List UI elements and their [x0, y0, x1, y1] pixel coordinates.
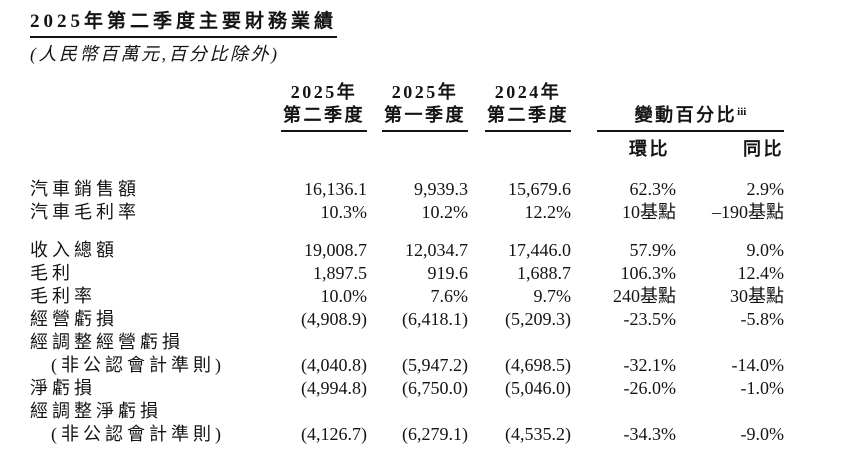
header-year: 2024年: [494, 82, 562, 102]
row-sublabel: (非公認會計準則): [51, 355, 225, 375]
cell-yoy: -9.0%: [740, 424, 785, 444]
row-label: 毛利率: [30, 286, 96, 306]
table-header-row: 2025年 第二季度 2025年 第一季度 2024年 第二季度: [30, 81, 842, 132]
table-row: 收入總額 19,008.7 12,034.7 17,446.0 57.9% 9.…: [30, 239, 842, 262]
cell-2025-q2: 10.0%: [320, 286, 368, 306]
report-content: 2025年第二季度主要財務業績 (人民幣百萬元,百分比除外) 2025年 第二季…: [30, 10, 842, 446]
table-row: 毛利 1,897.5 919.6 1,688.7 106.3% 12.4%: [30, 262, 842, 285]
cell-qoq: 57.9%: [629, 240, 677, 260]
cell-2025-q2: 19,008.7: [304, 240, 367, 260]
row-label: 汽車銷售額: [30, 179, 140, 199]
cell-qoq: 240基點: [613, 286, 676, 306]
cell-qoq: -34.3%: [623, 424, 677, 444]
cell-qoq: -23.5%: [623, 309, 677, 329]
cell-2024-q2: (5,209.3): [505, 309, 571, 329]
row-label: 淨虧損: [30, 378, 96, 398]
cell-qoq: -26.0%: [623, 378, 677, 398]
cell-2024-q2: 9.7%: [533, 286, 572, 306]
cell-yoy: 12.4%: [737, 263, 785, 283]
row-label: 經調整淨虧損: [30, 401, 162, 421]
table-row: (非公認會計準則) (4,126.7) (6,279.1) (4,535.2) …: [30, 423, 842, 446]
cell-qoq: 10基點: [622, 202, 676, 222]
cell-2025-q2: (4,994.8): [301, 378, 367, 398]
cell-2025-q1: (6,279.1): [402, 424, 468, 444]
cell-2025-q1: 7.6%: [430, 286, 469, 306]
row-spacer: [30, 224, 842, 239]
table-row-label-line: 經調整經營虧損: [30, 331, 842, 354]
cell-2025-q1: 10.2%: [421, 202, 469, 222]
subheader-yoy: 同比: [743, 139, 784, 159]
col-header-block: 2025年 第二季度: [281, 81, 367, 132]
cell-2025-q2: 10.3%: [320, 202, 368, 222]
header-quarter: 第二季度: [283, 105, 365, 125]
cell-2025-q1: 9,939.3: [414, 179, 468, 199]
cell-qoq: 106.3%: [620, 263, 677, 283]
cell-2025-q1: 12,034.7: [405, 240, 468, 260]
cell-yoy: –190基點: [712, 202, 784, 222]
header-quarter: 第二季度: [487, 105, 569, 125]
cell-2025-q2: (4,908.9): [301, 309, 367, 329]
subheader-qoq: 環比: [629, 139, 670, 159]
cell-2025-q2: 1,897.5: [313, 263, 367, 283]
cell-2024-q2: 17,446.0: [508, 240, 571, 260]
cell-yoy: 9.0%: [746, 240, 785, 260]
cell-2025-q2: (4,040.8): [301, 355, 367, 375]
cell-2024-q2: 1,688.7: [517, 263, 571, 283]
row-label: 汽車毛利率: [30, 202, 140, 222]
col-header-2025-q1: 2025年 第一季度: [367, 81, 468, 132]
table-body: 汽車銷售額 16,136.1 9,939.3 15,679.6 62.3% 2.…: [30, 178, 842, 446]
cell-2025-q1: (6,418.1): [402, 309, 468, 329]
cell-2025-q1: 919.6: [427, 263, 469, 283]
change-pct-block: 變動百分比iii: [597, 104, 784, 132]
page-subtitle: (人民幣百萬元,百分比除外): [30, 44, 280, 64]
page-title-text: 2025年第二季度主要財務業績: [30, 10, 338, 38]
cell-2024-q2: 12.2%: [524, 202, 572, 222]
col-header-change-pct: 變動百分比iii: [571, 104, 784, 132]
table-row-label-line: 經調整淨虧損: [30, 400, 842, 423]
cell-yoy: 2.9%: [746, 179, 785, 199]
col-header-block: 2025年 第一季度: [382, 81, 468, 132]
cell-qoq: 62.3%: [629, 179, 677, 199]
header-quarter: 第一季度: [384, 105, 466, 125]
header-year: 2025年: [290, 82, 358, 102]
table-subheader-row: 環比 同比: [30, 138, 842, 161]
table-row: 淨虧損 (4,994.8) (6,750.0) (5,046.0) -26.0%…: [30, 377, 842, 400]
row-label: 經調整經營虧損: [30, 332, 184, 352]
cell-2025-q1: (6,750.0): [402, 378, 468, 398]
cell-2025-q1: (5,947.2): [402, 355, 468, 375]
cell-2024-q2: (4,698.5): [505, 355, 571, 375]
table-row: (非公認會計準則) (4,040.8) (5,947.2) (4,698.5) …: [30, 354, 842, 377]
col-header-block: 2024年 第二季度: [485, 81, 571, 132]
cell-2024-q2: (5,046.0): [505, 378, 571, 398]
cell-qoq: -32.1%: [623, 355, 677, 375]
cell-yoy: -5.8%: [740, 309, 785, 329]
row-label: 經營虧損: [30, 309, 118, 329]
table-row: 毛利率 10.0% 7.6% 9.7% 240基點 30基點: [30, 285, 842, 308]
cell-yoy: -14.0%: [731, 355, 785, 375]
table-row: 汽車銷售額 16,136.1 9,939.3 15,679.6 62.3% 2.…: [30, 178, 842, 201]
table-row: 汽車毛利率 10.3% 10.2% 12.2% 10基點 –190基點: [30, 201, 842, 224]
page-title: 2025年第二季度主要財務業績: [30, 10, 842, 38]
cell-yoy: 30基點: [730, 286, 784, 306]
cell-2025-q2: 16,136.1: [304, 179, 367, 199]
row-label: 毛利: [30, 263, 74, 283]
cell-2024-q2: 15,679.6: [508, 179, 571, 199]
row-sublabel: (非公認會計準則): [51, 424, 225, 444]
footnote-marker: iii: [737, 106, 747, 118]
col-header-2024-q2: 2024年 第二季度: [468, 81, 571, 132]
table-row: 經營虧損 (4,908.9) (6,418.1) (5,209.3) -23.5…: [30, 308, 842, 331]
header-year: 2025年: [391, 82, 459, 102]
cell-yoy: -1.0%: [740, 378, 785, 398]
col-header-2025-q2: 2025年 第二季度: [270, 81, 367, 132]
cell-2024-q2: (4,535.2): [505, 424, 571, 444]
table-header: 2025年 第二季度 2025年 第一季度 2024年 第二季度: [30, 81, 842, 161]
row-label: 收入總額: [30, 240, 118, 260]
change-pct-label: 變動百分比: [634, 105, 738, 125]
cell-2025-q2: (4,126.7): [301, 424, 367, 444]
